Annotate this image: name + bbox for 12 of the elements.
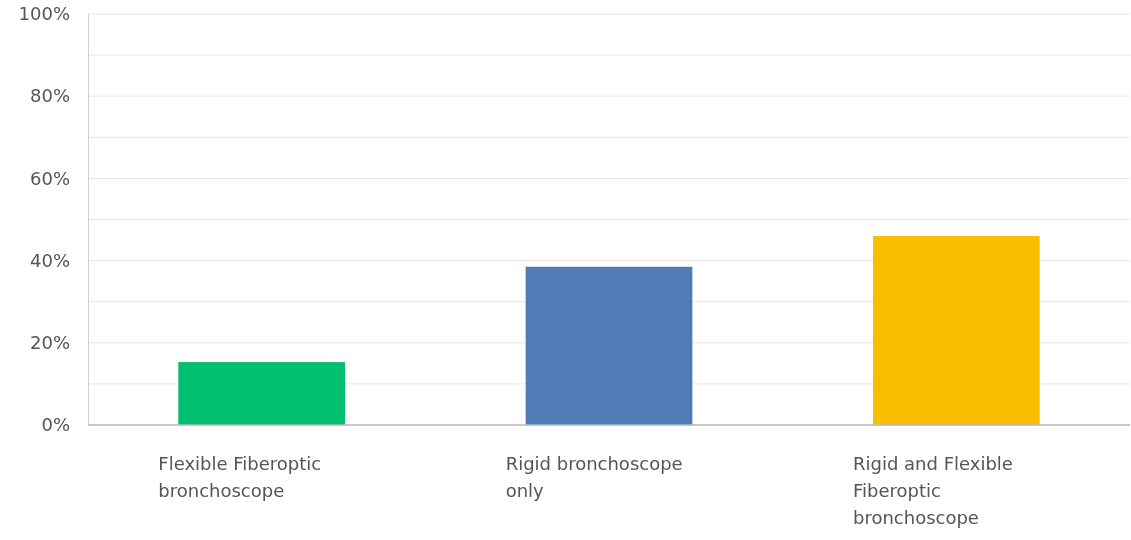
x-tick-label: Rigid bronchoscope only	[505, 453, 683, 501]
bar	[872, 235, 1040, 425]
bar	[525, 266, 693, 425]
y-tick-label: 100%	[18, 3, 70, 25]
y-tick-label: 0%	[41, 414, 70, 436]
y-tick-label: 60%	[29, 167, 70, 189]
y-tick-label: 40%	[29, 249, 70, 271]
y-tick-label: 20%	[29, 332, 70, 354]
x-tick-label: Flexible Fiberoptic bronchoscope	[158, 453, 322, 501]
x-tick-label: Rigid and Flexible Fiberoptic bronchoscope	[852, 453, 1013, 528]
y-tick-label: 80%	[29, 85, 70, 107]
bar	[178, 362, 346, 425]
